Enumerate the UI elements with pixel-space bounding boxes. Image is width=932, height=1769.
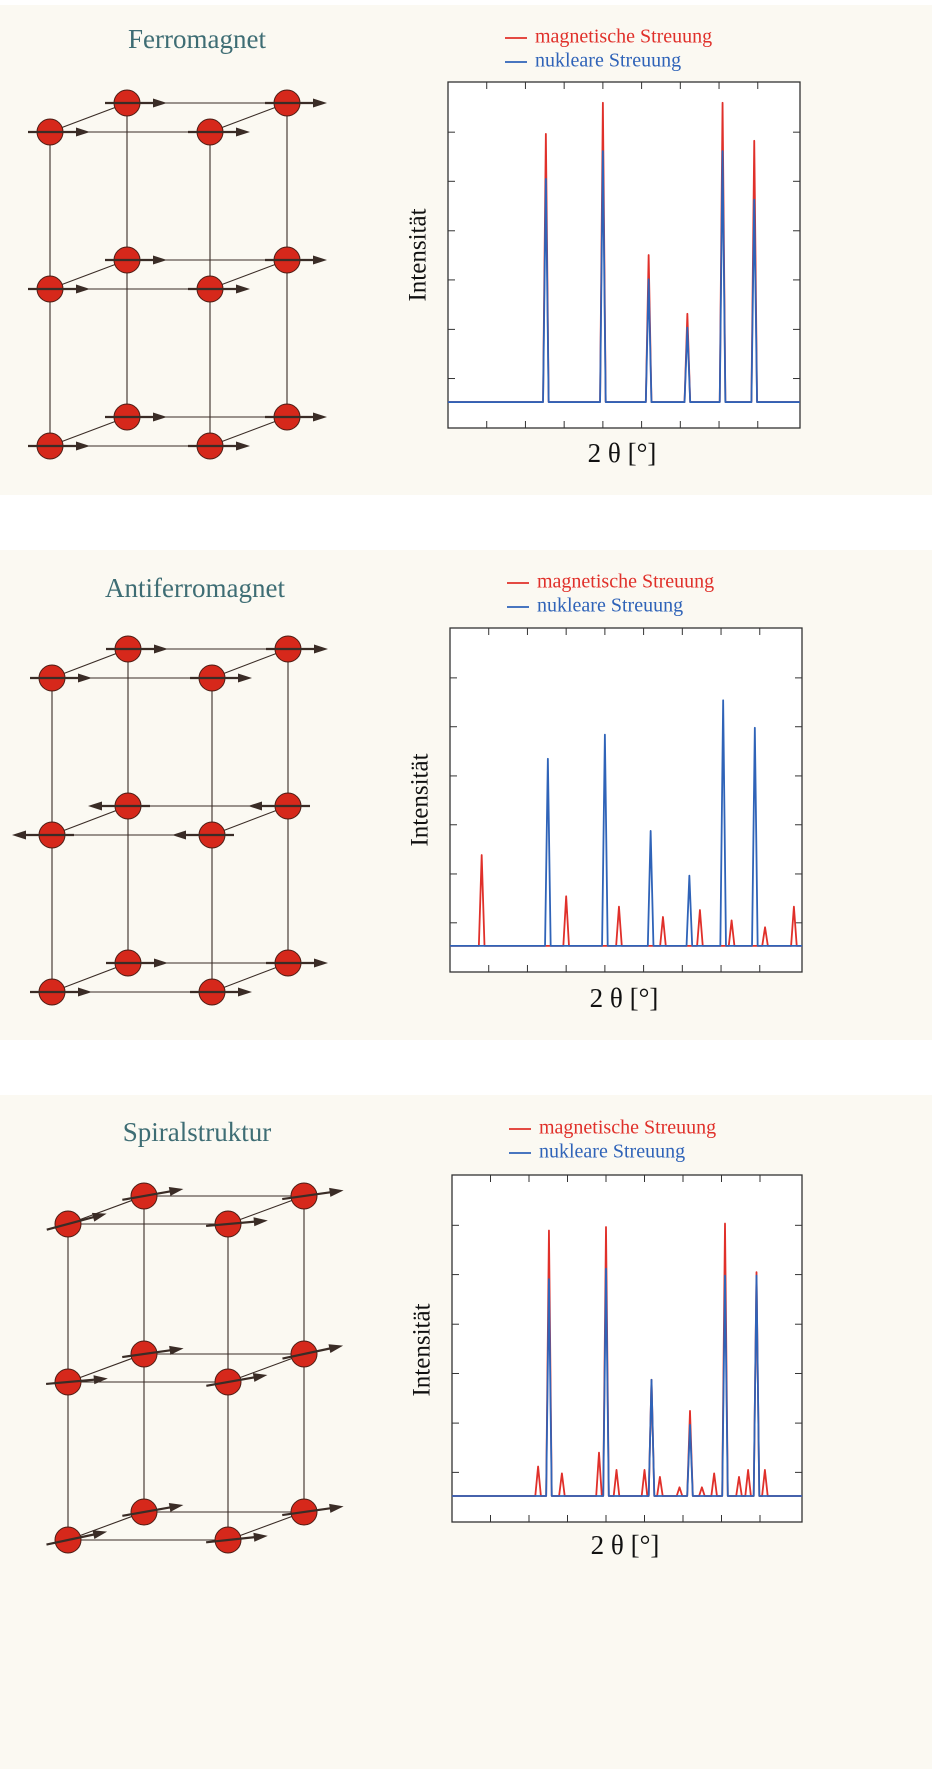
- spin-arrow: [282, 1190, 334, 1201]
- series-line: [450, 699, 802, 947]
- spin-arrowhead: [253, 1532, 268, 1542]
- spin-arrowhead: [154, 644, 168, 654]
- legend-label: nukleare Streuung: [539, 1141, 685, 1163]
- spin-arrow: [282, 1346, 334, 1360]
- lattice: [45, 1182, 344, 1554]
- spin-arrowhead: [238, 987, 252, 997]
- spin-arrowhead: [78, 673, 92, 683]
- spin-arrowhead: [12, 830, 26, 840]
- spin-arrow: [206, 1375, 258, 1387]
- lattice-edge: [51, 962, 129, 993]
- legend-label: magnetische Streuung: [537, 571, 714, 593]
- spin-arrowhead: [238, 673, 252, 683]
- spin-arrowhead: [153, 255, 167, 265]
- y-axis-label: Intensität: [407, 753, 434, 846]
- spin-arrowhead: [248, 801, 262, 811]
- chart-title: Ferromagnet: [128, 24, 266, 54]
- spin-arrowhead: [153, 412, 167, 422]
- series-line: [448, 150, 800, 403]
- plot-frame: [451, 1174, 803, 1523]
- spin-arrow: [45, 1378, 98, 1386]
- x-axis-label: 2 θ [°]: [588, 438, 657, 468]
- x-axis-label: 2 θ [°]: [591, 1530, 660, 1560]
- spin-arrow: [282, 1506, 334, 1517]
- lattice-edge: [211, 805, 289, 836]
- spin-arrowhead: [78, 987, 92, 997]
- spin-arrowhead: [314, 644, 328, 654]
- spin-arrowhead: [252, 1373, 268, 1382]
- spin-arrowhead: [76, 284, 90, 294]
- legend-label: nukleare Streuung: [535, 50, 681, 72]
- spin-arrowhead: [313, 412, 327, 422]
- lattice-edge: [49, 102, 128, 133]
- plot-frame: [449, 627, 803, 973]
- spin-arrowhead: [153, 98, 167, 108]
- spin-arrow: [46, 1532, 98, 1546]
- lattice-edge: [209, 102, 288, 133]
- spin-arrowhead: [169, 1345, 184, 1355]
- lattice-edge: [49, 416, 128, 447]
- spin-arrowhead: [313, 255, 327, 265]
- spin-arrowhead: [76, 127, 90, 137]
- spin-arrow: [206, 1535, 258, 1544]
- legend-label: magnetische Streuung: [539, 1117, 716, 1139]
- spin-arrowhead: [329, 1187, 344, 1197]
- spin-arrowhead: [236, 127, 250, 137]
- chart-title: Spiralstruktur: [123, 1117, 272, 1147]
- lattice-edge: [209, 259, 288, 290]
- spin-arrowhead: [92, 1530, 108, 1539]
- spin-arrow: [122, 1348, 174, 1359]
- spin-arrow: [122, 1189, 174, 1201]
- spin-arrowhead: [93, 1375, 108, 1385]
- spin-arrowhead: [168, 1503, 184, 1512]
- plot-frame: [447, 81, 801, 429]
- spin-arrowhead: [314, 958, 328, 968]
- spin-arrowhead: [88, 801, 102, 811]
- chart-title: Antiferromagnet: [105, 573, 285, 603]
- series-line: [452, 1267, 802, 1497]
- lattice-edge: [51, 805, 129, 836]
- spin-arrow: [122, 1505, 174, 1517]
- spin-arrowhead: [236, 441, 250, 451]
- spin-arrowhead: [329, 1503, 344, 1513]
- lattice-edge: [211, 962, 289, 993]
- lattice: [28, 89, 327, 460]
- legend-label: nukleare Streuung: [537, 595, 683, 617]
- spin-arrowhead: [328, 1344, 344, 1353]
- spin-arrowhead: [253, 1217, 268, 1227]
- spin-arrow: [205, 1220, 258, 1228]
- legend-label: magnetische Streuung: [535, 26, 712, 48]
- spin-arrow: [46, 1215, 98, 1231]
- spin-arrowhead: [168, 1187, 184, 1196]
- y-axis-label: Intensität: [409, 1303, 436, 1396]
- x-axis-label: 2 θ [°]: [590, 983, 659, 1013]
- lattice-edge: [51, 648, 129, 679]
- lattice-edge: [49, 259, 128, 290]
- lattice-edge: [209, 416, 288, 447]
- spin-arrowhead: [154, 958, 168, 968]
- lattice: [12, 635, 328, 1006]
- spin-arrowhead: [236, 284, 250, 294]
- lattice-edge: [211, 648, 289, 679]
- y-axis-label: Intensität: [405, 208, 432, 301]
- spin-arrowhead: [313, 98, 327, 108]
- spin-arrowhead: [91, 1212, 107, 1222]
- spin-arrowhead: [172, 830, 186, 840]
- spin-arrowhead: [76, 441, 90, 451]
